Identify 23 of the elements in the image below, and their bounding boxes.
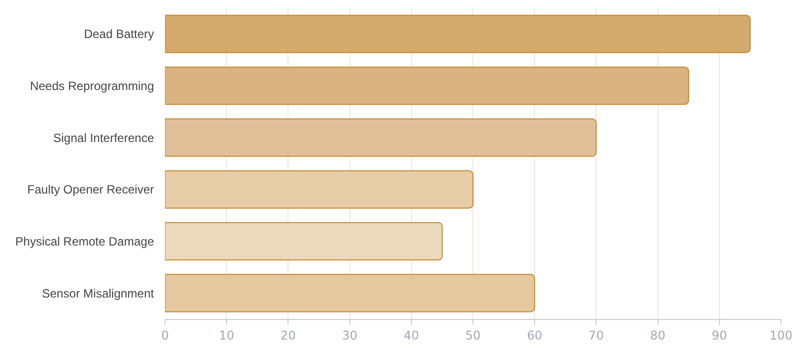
x-tick-label: 90: [712, 328, 728, 342]
bar: [165, 66, 690, 105]
x-tick-label: 60: [526, 328, 542, 342]
y-tick-label: Needs Reprogramming: [30, 78, 154, 93]
y-tick-label: Faulty Opener Receiver: [27, 182, 154, 197]
x-tick-label: 10: [218, 328, 234, 342]
bar: [165, 14, 751, 54]
y-tick-label: Sensor Misalignment: [42, 286, 155, 300]
bar: [165, 222, 443, 260]
x-tick-label: 30: [342, 328, 358, 342]
y-tick-label: Physical Remote Damage: [15, 234, 154, 248]
x-tick-label: 40: [404, 328, 420, 342]
x-tick-label: 50: [465, 328, 481, 342]
x-tick-label: 80: [650, 328, 666, 342]
y-tick-label: Signal Interference: [53, 130, 154, 145]
bar: [165, 170, 474, 209]
x-tick-label: 0: [161, 328, 169, 342]
bar: [165, 274, 536, 312]
x-tick-label: 100: [770, 328, 792, 342]
x-tick-label: 20: [280, 328, 296, 342]
x-tick-label: 70: [588, 328, 604, 342]
y-tick-label: Dead Battery: [84, 27, 154, 42]
bar: [165, 118, 597, 157]
